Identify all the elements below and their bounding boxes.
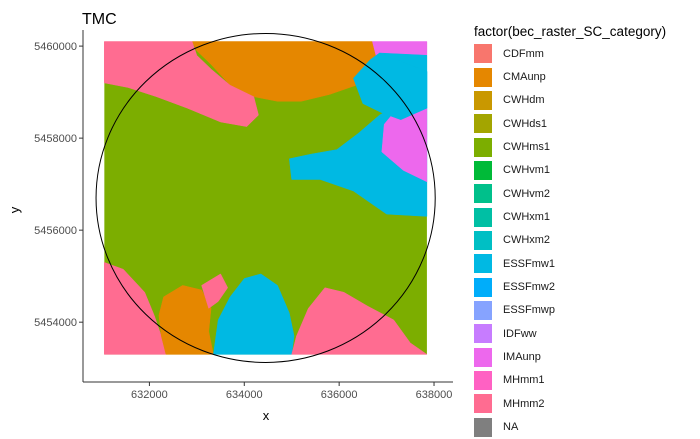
legend-item-na: NA bbox=[474, 416, 696, 439]
legend-label: CDFmm bbox=[503, 47, 544, 60]
legend-swatch bbox=[474, 277, 492, 297]
legend-swatch bbox=[474, 324, 492, 344]
legend-title: factor(bec_raster_SC_category) bbox=[474, 24, 667, 39]
legend-label: CWHxm1 bbox=[503, 211, 551, 224]
legend-label: CMAunp bbox=[503, 71, 546, 84]
legend-label: CWHvm1 bbox=[503, 164, 551, 177]
legend-swatch bbox=[474, 90, 492, 110]
y-tick-label: 5460000 bbox=[34, 41, 77, 53]
legend-item-cdfmm: CDFmm bbox=[474, 42, 696, 65]
legend-item-essfmw1: ESSFmw1 bbox=[474, 252, 696, 275]
chart-title: TMC bbox=[82, 11, 117, 28]
legend-label: CWHxm2 bbox=[503, 234, 551, 247]
legend-swatch bbox=[474, 394, 492, 414]
y-axis-label: y bbox=[7, 206, 22, 213]
raster-layer bbox=[104, 41, 428, 355]
legend: factor(bec_raster_SC_category) CDFmm CMAu… bbox=[474, 24, 696, 439]
legend-label: IDFww bbox=[503, 327, 537, 340]
legend-item-cwhdm: CWHdm bbox=[474, 89, 696, 112]
raster-region-mhmm2-8 bbox=[201, 273, 228, 309]
study-area-circle bbox=[95, 32, 436, 363]
legend-item-mhmm2: MHmm2 bbox=[474, 392, 696, 415]
x-axis-label: x bbox=[263, 408, 270, 423]
legend-swatch bbox=[474, 207, 492, 227]
axes bbox=[82, 30, 453, 383]
legend-swatch bbox=[474, 370, 492, 390]
y-tick-label: 5458000 bbox=[34, 133, 77, 145]
legend-swatch bbox=[474, 160, 492, 180]
raster-region-mhmm2-6 bbox=[104, 262, 167, 355]
legend-label: CWHvm2 bbox=[503, 187, 551, 200]
legend-swatch bbox=[474, 230, 492, 250]
raster-region-cmaunp-7 bbox=[158, 285, 214, 355]
x-tick-label: 638000 bbox=[416, 389, 453, 401]
legend-swatch bbox=[474, 300, 492, 320]
legend-item-cwhxm2: CWHxm2 bbox=[474, 229, 696, 252]
y-tick-label: 5454000 bbox=[34, 317, 77, 329]
legend-label: IMAunp bbox=[503, 351, 541, 364]
x-tick-label: 634000 bbox=[226, 389, 263, 401]
legend-swatch bbox=[474, 347, 492, 367]
legend-swatch bbox=[474, 254, 492, 274]
plot-panel bbox=[95, 32, 436, 363]
legend-label: CWHdm bbox=[503, 94, 545, 107]
legend-items: CDFmm CMAunp CWHdm CWHds1 CWHms1 CWHvm1 CWHvm2… bbox=[474, 42, 696, 439]
x-tick-label: 632000 bbox=[131, 389, 168, 401]
legend-item-essfmw2: ESSFmw2 bbox=[474, 275, 696, 298]
legend-swatch bbox=[474, 184, 492, 204]
legend-item-cwhvm2: CWHvm2 bbox=[474, 182, 696, 205]
legend-label: MHmm2 bbox=[503, 397, 545, 410]
legend-item-cwhds1: CWHds1 bbox=[474, 112, 696, 135]
legend-swatch bbox=[474, 417, 492, 437]
legend-label: NA bbox=[503, 421, 519, 434]
y-tick-label: 5456000 bbox=[34, 225, 77, 237]
legend-label: ESSFmw2 bbox=[503, 281, 555, 294]
legend-item-imaunp: IMAunp bbox=[474, 345, 696, 368]
legend-label: ESSFmw1 bbox=[503, 257, 555, 270]
legend-item-mhmm1: MHmm1 bbox=[474, 369, 696, 392]
x-axis: 632000 634000 636000 638000 bbox=[131, 382, 452, 401]
legend-label: CWHms1 bbox=[503, 141, 551, 154]
x-tick-label: 636000 bbox=[321, 389, 358, 401]
legend-item-cmaunp: CMAunp bbox=[474, 65, 696, 88]
legend-item-idfww: IDFww bbox=[474, 322, 696, 345]
legend-item-cwhms1: CWHms1 bbox=[474, 135, 696, 158]
legend-item-cwhxm1: CWHxm1 bbox=[474, 205, 696, 228]
raster-region-mhmm2-1 bbox=[104, 41, 259, 127]
raster-region-essfmw1-9 bbox=[213, 273, 295, 355]
legend-swatch bbox=[474, 44, 492, 64]
legend-item-cwhvm1: CWHvm1 bbox=[474, 159, 696, 182]
legend-swatch bbox=[474, 114, 492, 134]
legend-swatch bbox=[474, 137, 492, 157]
legend-item-essfmwp: ESSFmwp bbox=[474, 299, 696, 322]
raster-region-mhmm2-10 bbox=[291, 287, 428, 355]
y-axis: 5454000 5456000 5458000 5460000 bbox=[34, 41, 83, 329]
legend-swatch bbox=[474, 67, 492, 87]
legend-label: CWHds1 bbox=[503, 117, 548, 130]
legend-label: MHmm1 bbox=[503, 374, 545, 387]
legend-label: ESSFmwp bbox=[503, 304, 555, 317]
